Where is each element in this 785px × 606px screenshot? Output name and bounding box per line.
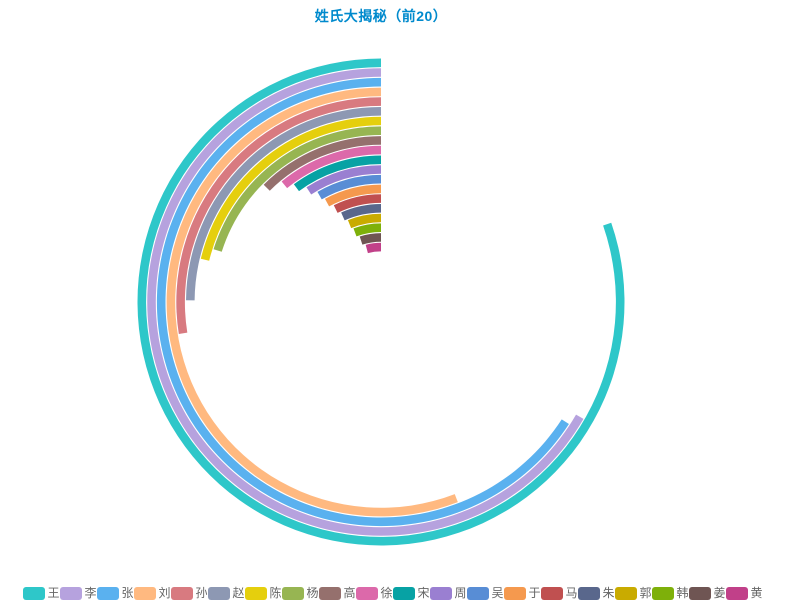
legend-swatch-icon: [22, 586, 45, 600]
legend-item-徐[interactable]: 徐: [355, 586, 393, 600]
legend-label: 刘: [158, 586, 171, 600]
legend-swatch-icon: [133, 586, 156, 600]
legend-item-郭[interactable]: 郭: [614, 586, 652, 600]
bar-郭[interactable]: [347, 213, 381, 229]
legend-label: 赵: [232, 586, 245, 600]
legend-label: 陈: [269, 586, 282, 600]
bar-黄[interactable]: [365, 242, 381, 254]
legend-item-刘[interactable]: 刘: [133, 586, 171, 600]
bar-马[interactable]: [333, 194, 381, 213]
legend-swatch-icon: [725, 586, 748, 600]
legend-swatch-icon: [170, 586, 193, 600]
legend-swatch-icon: [540, 586, 563, 600]
legend-swatch-icon: [503, 586, 526, 600]
bar-陈[interactable]: [200, 116, 381, 261]
bar-高[interactable]: [263, 136, 381, 191]
legend-item-于[interactable]: 于: [503, 586, 541, 600]
legend-item-黄[interactable]: 黄: [725, 586, 763, 600]
legend-item-张[interactable]: 张: [96, 586, 134, 600]
legend-item-朱[interactable]: 朱: [577, 586, 615, 600]
legend-label: 郭: [639, 586, 652, 600]
legend-swatch-icon: [244, 586, 267, 600]
bar-杨[interactable]: [213, 126, 381, 252]
legend-label: 李: [84, 586, 97, 600]
legend-swatch-icon: [429, 586, 452, 600]
legend-label: 韩: [676, 586, 689, 600]
legend-item-马[interactable]: 马: [540, 586, 578, 600]
legend-label: 吴: [491, 586, 504, 600]
bar-宋[interactable]: [293, 155, 381, 192]
legend-item-周[interactable]: 周: [429, 586, 467, 600]
legend-item-李[interactable]: 李: [59, 586, 97, 600]
legend-swatch-icon: [688, 586, 711, 600]
bar-韩[interactable]: [353, 223, 381, 237]
legend: 王李张刘孙赵陈杨高徐宋周吴于马朱郭韩姜黄: [0, 586, 785, 600]
legend-item-高[interactable]: 高: [318, 586, 356, 600]
legend-item-王[interactable]: 王: [22, 586, 60, 600]
legend-label: 杨: [306, 586, 319, 600]
legend-label: 张: [121, 586, 134, 600]
legend-item-姜[interactable]: 姜: [688, 586, 726, 600]
bar-徐[interactable]: [281, 145, 381, 189]
legend-label: 黄: [750, 586, 763, 600]
legend-item-韩[interactable]: 韩: [651, 586, 689, 600]
bar-周[interactable]: [306, 165, 381, 195]
legend-item-赵[interactable]: 赵: [207, 586, 245, 600]
legend-swatch-icon: [651, 586, 674, 600]
legend-label: 于: [528, 586, 541, 600]
legend-item-吴[interactable]: 吴: [466, 586, 504, 600]
legend-item-孙[interactable]: 孙: [170, 586, 208, 600]
legend-label: 宋: [417, 586, 430, 600]
legend-label: 马: [565, 586, 578, 600]
legend-label: 王: [47, 586, 60, 600]
legend-item-陈[interactable]: 陈: [244, 586, 282, 600]
legend-swatch-icon: [96, 586, 119, 600]
legend-swatch-icon: [466, 586, 489, 600]
legend-swatch-icon: [318, 586, 341, 600]
legend-label: 孙: [195, 586, 208, 600]
legend-label: 高: [343, 586, 356, 600]
bar-吴[interactable]: [317, 174, 381, 200]
legend-label: 朱: [602, 586, 615, 600]
legend-label: 周: [454, 586, 467, 600]
bar-朱[interactable]: [341, 204, 381, 221]
legend-swatch-icon: [614, 586, 637, 600]
legend-swatch-icon: [281, 586, 304, 600]
bar-姜[interactable]: [359, 233, 381, 245]
legend-swatch-icon: [355, 586, 378, 600]
legend-swatch-icon: [392, 586, 415, 600]
legend-swatch-icon: [577, 586, 600, 600]
legend-label: 徐: [380, 586, 393, 600]
legend-item-宋[interactable]: 宋: [392, 586, 430, 600]
legend-swatch-icon: [59, 586, 82, 600]
chart-title: 姓氏大揭秘（前20）: [314, 8, 448, 24]
legend-swatch-icon: [207, 586, 230, 600]
legend-item-杨[interactable]: 杨: [281, 586, 319, 600]
bar-于[interactable]: [324, 184, 381, 207]
legend-label: 姜: [713, 586, 726, 600]
